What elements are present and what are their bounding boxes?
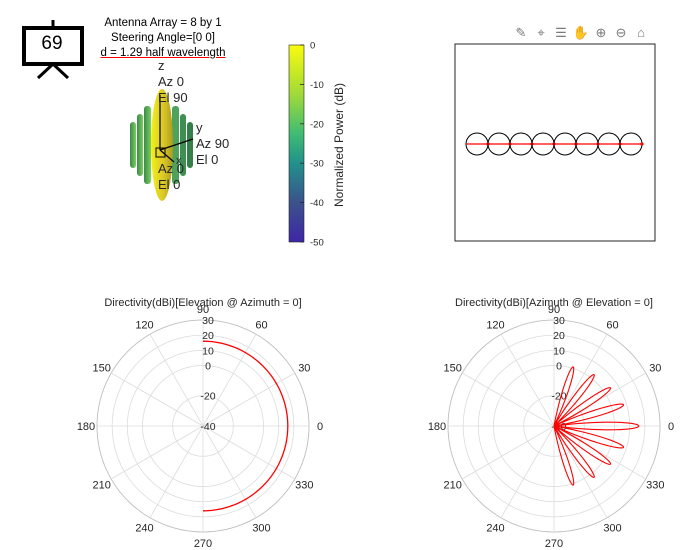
polar-radial-label: 0 [556, 360, 562, 372]
polar-spoke [553, 425, 608, 518]
y-axis-el: El 0 [196, 152, 218, 167]
colorbar-tick-label: -10 [310, 80, 324, 91]
polar-radial-label: -20 [200, 391, 215, 403]
polar-spoke [111, 372, 204, 427]
array-title: Antenna Array = 8 by 1 Steering Angle=[0… [88, 16, 238, 61]
polar-spoke [500, 334, 555, 427]
polar-chart-azimuth: Directivity(dBi)[Azimuth @ Elevation = 0… [428, 297, 674, 550]
home-icon[interactable]: ⌂ [637, 25, 645, 40]
polar-radial-label: 10 [553, 345, 565, 357]
polar-spoke [500, 425, 555, 518]
array-size-label: Antenna Array = 8 by 1 [104, 17, 222, 29]
polar-spoke [202, 425, 295, 480]
colorbar-tick-label: -20 [310, 119, 324, 130]
polar-chart-elevation: Directivity(dBi)[Elevation @ Azimuth = 0… [77, 297, 323, 550]
pan-hand-icon[interactable]: ✋ [572, 25, 590, 40]
colorbar-tick-label: -30 [310, 159, 324, 170]
y-axis-az: Az 90 [196, 136, 229, 151]
array-geometry [454, 43, 656, 242]
z-axis-el: El 90 [158, 90, 188, 105]
polar-elevation-title: Directivity(dBi)[Elevation @ Azimuth = 0… [104, 297, 301, 309]
polar-angle-label: 180 [77, 421, 95, 433]
polar-spoke [149, 334, 204, 427]
polar-spoke [202, 425, 257, 518]
polar-angle-label: 210 [443, 480, 461, 492]
steering-angle-label: Steering Angle=[0 0] [111, 32, 215, 44]
polar-angle-label: 90 [548, 304, 560, 316]
figure-toolbar: ✎ ⌖ ☰ ✋ ⊕ ⊖ ⌂ [512, 24, 650, 42]
polar-angle-label: 300 [603, 522, 621, 534]
array-element-marker [640, 142, 644, 146]
polar-radial-label: 10 [202, 345, 214, 357]
polar-radial-label: -40 [200, 421, 215, 433]
polar-angle-label: 90 [197, 304, 209, 316]
brush-icon[interactable]: ✎ [515, 25, 527, 40]
polar-angle-label: 270 [194, 538, 212, 550]
datatip-icon[interactable]: ⌖ [537, 25, 545, 40]
z-axis-az: Az 0 [158, 74, 184, 89]
polar-angle-label: 270 [545, 538, 563, 550]
polar-angle-label: 120 [135, 320, 153, 332]
polar-spoke [553, 334, 608, 427]
legend-icon[interactable]: ☰ [555, 25, 567, 40]
element-spacing-label: d = 1.29 half wavelength [100, 47, 226, 59]
polar-angle-label: 30 [298, 363, 310, 375]
polar-spoke [553, 372, 646, 427]
y-axis-label: y [196, 120, 203, 135]
x-axis-az: Az 0 [158, 161, 184, 176]
azimuth-pattern-line [553, 366, 640, 486]
polar-spoke [462, 425, 555, 480]
pattern-3d: z Az 0 El 90 y Az 90 El 0 x Az 0 El 0 [130, 58, 229, 201]
x-axis-el: El 0 [158, 177, 180, 192]
polar-radial-label: 30 [202, 315, 214, 327]
polar-angle-label: 150 [92, 363, 110, 375]
colorbar-tick-label: -40 [310, 198, 324, 209]
polar-azimuth-title: Directivity(dBi)[Azimuth @ Elevation = 0… [455, 297, 653, 309]
polar-angle-label: 60 [255, 320, 267, 332]
zoom-out-icon[interactable]: ⊖ [615, 25, 627, 40]
polar-angle-label: 210 [92, 480, 110, 492]
polar-angle-label: 330 [646, 480, 664, 492]
polar-angle-label: 330 [295, 480, 313, 492]
polar-angle-label: 150 [443, 363, 461, 375]
polar-radial-label: -20 [551, 391, 566, 403]
polar-spoke [202, 372, 295, 427]
colorbar-tick-label: 0 [310, 41, 315, 52]
colorbar-tick-label: -50 [310, 238, 324, 249]
colorbar: 0 -10 -20 -30 -40 -50 Normalized Power (dB) [288, 41, 346, 249]
slide-number: 69 [41, 33, 63, 54]
colorbar-label: Normalized Power (dB) [332, 83, 346, 207]
polar-angle-label: 300 [252, 522, 270, 534]
polar-angle-label: 30 [649, 363, 661, 375]
polar-angle-label: 60 [606, 320, 618, 332]
main-lobe-3d [151, 89, 173, 201]
x-axis-label: x [176, 155, 182, 167]
polar-radial-label: 20 [202, 330, 214, 342]
polar-spoke [553, 425, 646, 480]
elevation-pattern-line [202, 340, 289, 512]
z-axis-label: z [158, 58, 165, 73]
polar-angle-label: 120 [486, 320, 504, 332]
polar-spoke [111, 425, 204, 480]
zoom-in-icon[interactable]: ⊕ [595, 25, 607, 40]
polar-angle-label: 240 [486, 522, 504, 534]
polar-spoke [149, 425, 204, 518]
polar-radial-label: 0 [205, 360, 211, 372]
array-geometry-axes [454, 43, 656, 242]
polar-angle-label: 240 [135, 522, 153, 534]
polar-spoke [462, 372, 555, 427]
polar-spoke [202, 334, 257, 427]
polar-angle-label: 0 [317, 421, 323, 433]
slide-number-badge [22, 20, 84, 80]
polar-angle-label: 180 [428, 421, 446, 433]
polar-radial-label: 20 [553, 330, 565, 342]
polar-angle-label: 0 [668, 421, 674, 433]
colorbar-gradient [288, 44, 305, 243]
polar-radial-label: 30 [553, 315, 565, 327]
